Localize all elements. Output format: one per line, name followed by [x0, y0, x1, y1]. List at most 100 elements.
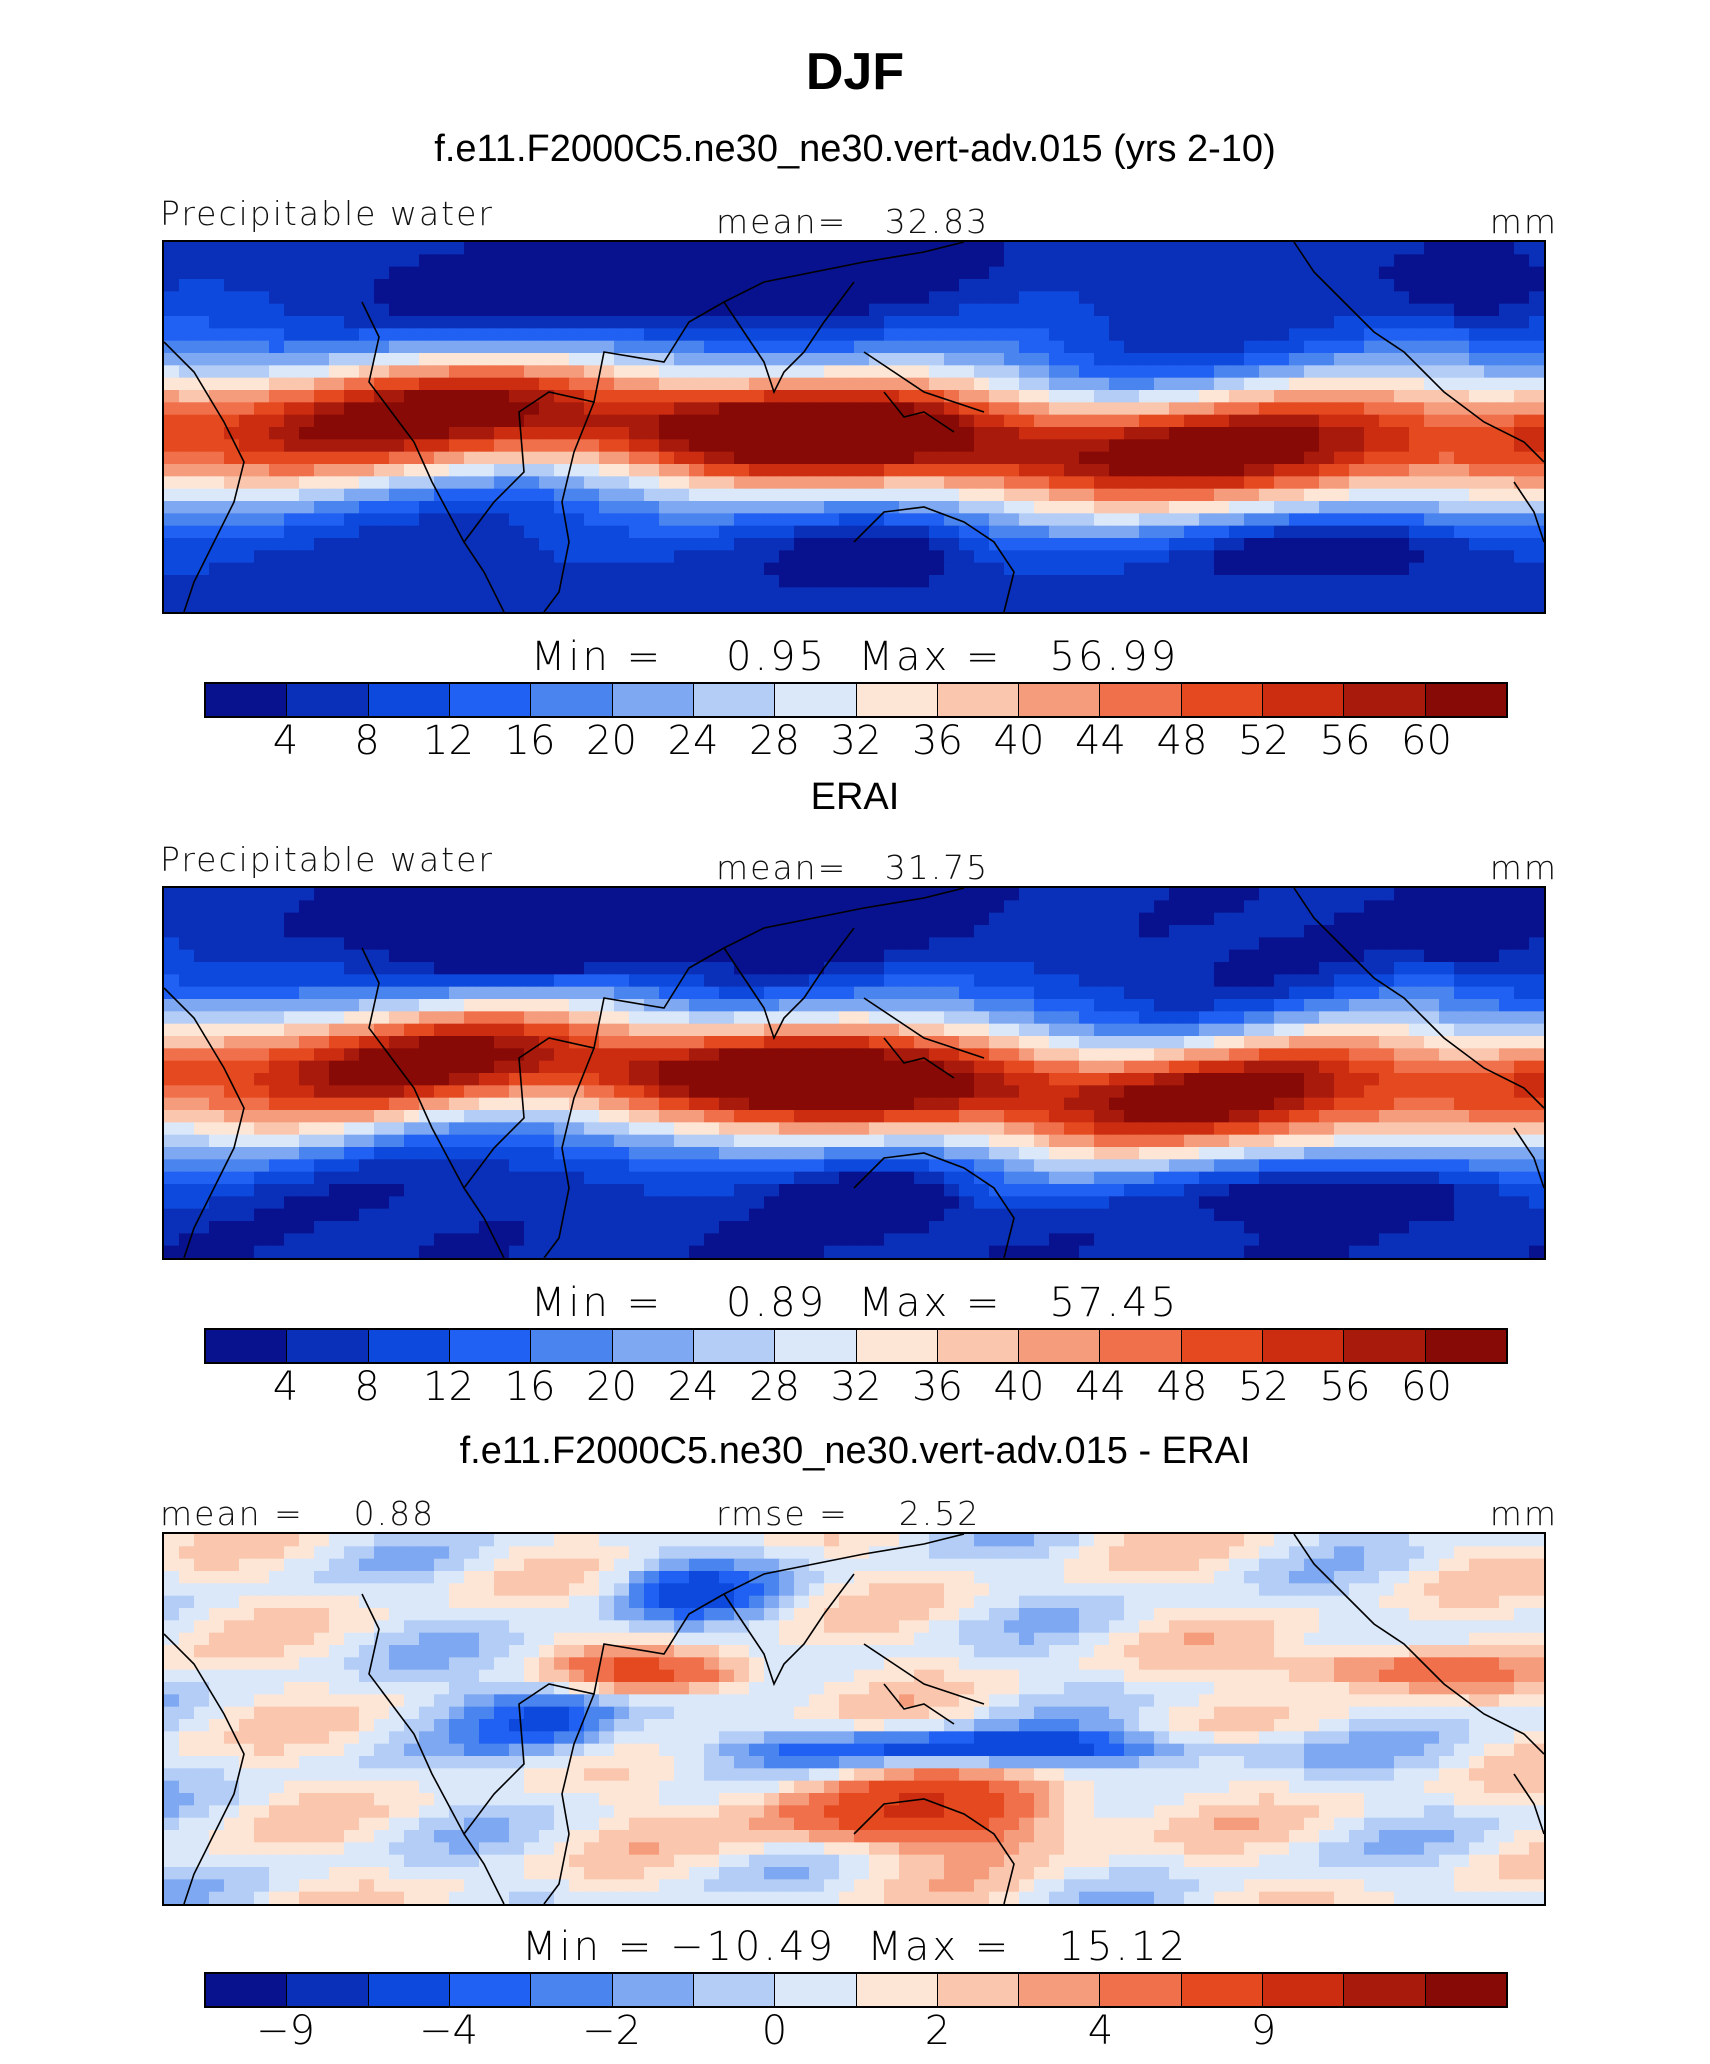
- colorbar-tick-label: 16: [504, 1364, 556, 1410]
- colorbar-swatch: [287, 684, 369, 716]
- colorbar-swatch: [531, 684, 613, 716]
- colorbar-swatch: [1425, 1974, 1506, 2006]
- colorbar: [204, 682, 1508, 718]
- colorbar-swatch: [287, 1974, 369, 2006]
- colorbar-swatch: [612, 684, 694, 716]
- colorbar-tick-label: 20: [586, 718, 637, 764]
- colorbar-swatch: [856, 684, 938, 716]
- coastline: [463, 1833, 505, 1904]
- units-label: mm: [1489, 848, 1558, 887]
- colorbar-swatch: [612, 1330, 694, 1362]
- colorbar-tick-label: 12: [423, 718, 474, 764]
- colorbar-swatch: [937, 684, 1020, 716]
- colorbar-swatch: [1263, 1974, 1345, 2006]
- coastline: [883, 1037, 955, 1079]
- mean-label: mean= 31.75: [716, 848, 990, 887]
- colorbar-swatch: [1263, 684, 1345, 716]
- colorbar-swatch: [1344, 684, 1426, 716]
- coastline: [723, 927, 855, 1041]
- colorbar-tick-label: 2: [924, 2008, 951, 2054]
- colorbar-swatch: [1181, 1330, 1264, 1362]
- colorbar-tick-label: 60: [1401, 1364, 1452, 1410]
- coastline: [853, 506, 1015, 612]
- colorbar-ticks: 4 8 12 16 20 24 28 32 36 40 44 48 52 56 60: [204, 1364, 1508, 1412]
- colorbar-swatch: [775, 684, 857, 716]
- colorbar-swatch: [693, 1974, 776, 2006]
- coastline: [164, 341, 245, 612]
- coastline: [863, 1643, 985, 1705]
- coastline: [1513, 1773, 1544, 1835]
- min-max-label: Min = 0.95 Max = 56.99: [530, 634, 1180, 680]
- colorbar-swatch: [449, 1330, 532, 1362]
- coastline: [543, 1693, 595, 1904]
- coastline: [1513, 481, 1544, 543]
- colorbar-swatch: [368, 684, 450, 716]
- panel-title: f.e11.F2000C5.ne30_ne30.vert-adv.015 (yr…: [434, 128, 1276, 170]
- colorbar-swatch: [206, 1974, 288, 2006]
- coastline: [164, 987, 245, 1258]
- colorbar-swatch: [1181, 684, 1264, 716]
- colorbar-tick-label: 8: [354, 718, 380, 764]
- colorbar-tick-label: 28: [749, 1364, 800, 1410]
- colorbar-tick-label: 4: [1087, 2008, 1114, 2054]
- min-max-label: Min = 0.89 Max = 57.45: [530, 1280, 1180, 1326]
- colorbar-swatch: [1019, 684, 1101, 716]
- contour-map: [162, 1532, 1546, 1906]
- units-label: mm: [1489, 202, 1558, 241]
- coastline: [463, 541, 505, 612]
- coastline: [543, 401, 595, 612]
- colorbar-tick-label: 36: [912, 1364, 963, 1410]
- colorbar-tick-label: 32: [830, 1364, 882, 1410]
- colorbar-swatch: [531, 1974, 613, 2006]
- colorbar-swatch: [937, 1330, 1020, 1362]
- colorbar-swatch: [775, 1330, 857, 1362]
- colorbar-swatch: [449, 684, 532, 716]
- colorbar-swatch: [449, 1974, 532, 2006]
- colorbar-swatch: [368, 1330, 450, 1362]
- colorbar-swatch: [1425, 1330, 1506, 1362]
- coastline: [723, 281, 855, 395]
- colorbar-swatch: [1425, 684, 1506, 716]
- coastline: [361, 1534, 965, 1836]
- colorbar-swatch: [1100, 684, 1182, 716]
- coastline: [543, 1047, 595, 1258]
- coastline: [1293, 1534, 1544, 1755]
- colorbar-ticks: 4 8 12 16 20 24 28 32 36 40 44 48 52 56 60: [204, 718, 1508, 766]
- colorbar-tick-label: 44: [1075, 718, 1126, 764]
- colorbar-swatch: [1181, 1974, 1264, 2006]
- coastline: [1513, 1127, 1544, 1189]
- colorbar-tick-label: 40: [993, 718, 1045, 764]
- colorbar-swatch: [856, 1974, 938, 2006]
- colorbar-tick-label: −9: [256, 2008, 315, 2054]
- colorbar-swatch: [856, 1330, 938, 1362]
- colorbar-tick-label: 24: [667, 718, 719, 764]
- mean-label: mean = 0.88: [160, 1494, 436, 1533]
- colorbar: [204, 1328, 1508, 1364]
- colorbar-swatch: [775, 1974, 857, 2006]
- colorbar-swatch: [1019, 1330, 1101, 1362]
- coastline: [883, 1683, 955, 1725]
- colorbar-swatch: [1100, 1330, 1182, 1362]
- colorbar-tick-label: 9: [1250, 2008, 1277, 2054]
- colorbar-tick-label: 56: [1319, 718, 1371, 764]
- coastline: [463, 1187, 505, 1258]
- coastline: [883, 391, 955, 433]
- colorbar-swatch: [1100, 1974, 1182, 2006]
- colorbar-tick-label: 20: [586, 1364, 637, 1410]
- colorbar-swatch: [612, 1974, 694, 2006]
- variable-label: Precipitable water: [160, 840, 494, 879]
- colorbar-swatch: [1019, 1974, 1101, 2006]
- coastline: [164, 1633, 245, 1904]
- colorbar-tick-label: 16: [504, 718, 556, 764]
- coastline: [361, 888, 965, 1190]
- colorbar-swatch: [206, 684, 288, 716]
- colorbar-tick-label: 28: [749, 718, 800, 764]
- colorbar-swatch: [206, 1330, 288, 1362]
- colorbar-tick-label: 0: [761, 2008, 788, 2054]
- panel-title: ERAI: [810, 776, 900, 818]
- colorbar-swatch: [287, 1330, 369, 1362]
- coastline: [1293, 888, 1544, 1109]
- variable-label: Precipitable water: [160, 194, 494, 233]
- coastline: [723, 1573, 855, 1687]
- colorbar-swatch: [1344, 1974, 1426, 2006]
